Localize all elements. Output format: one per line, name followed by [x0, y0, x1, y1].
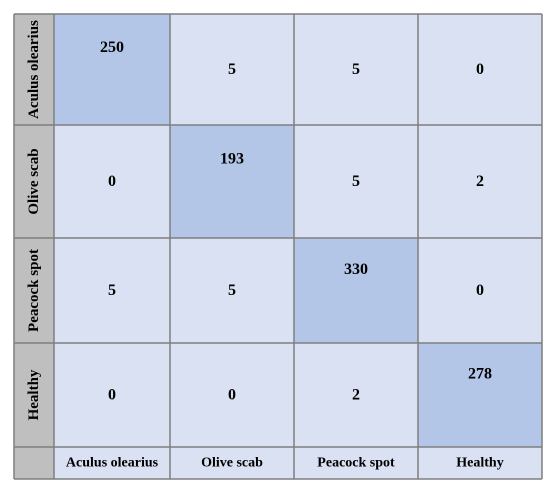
matrix-cell [54, 125, 170, 238]
matrix-cell [294, 238, 418, 343]
row-label-cell [14, 125, 54, 238]
cell-value: 278 [468, 366, 492, 383]
matrix-cell [294, 343, 418, 447]
column-label: Olive scab [201, 456, 263, 471]
column-label-cell [170, 447, 294, 479]
matrix-cell [294, 125, 418, 238]
matrix-cell [418, 238, 542, 343]
cell-value: 5 [228, 282, 236, 299]
cell-value: 5 [228, 61, 236, 78]
cell-value: 330 [344, 261, 368, 278]
column-label: Aculus olearius [66, 456, 159, 471]
column-label: Peacock spot [317, 456, 395, 471]
cell-value: 193 [220, 150, 244, 167]
matrix-cell [170, 14, 294, 125]
row-label: Peacock spot [26, 249, 42, 332]
cell-value: 2 [476, 173, 484, 190]
column-label-cell [54, 447, 170, 479]
column-label-cell [294, 447, 418, 479]
cell-value: 5 [108, 282, 116, 299]
matrix-cell [170, 343, 294, 447]
row-label-cell [14, 14, 54, 125]
row-label-cell [14, 238, 54, 343]
matrix-cell [54, 238, 170, 343]
column-label: Healthy [456, 456, 503, 471]
cell-value: 250 [100, 39, 124, 56]
cell-value: 0 [228, 387, 236, 404]
cell-value: 0 [476, 61, 484, 78]
cell-value: 5 [352, 61, 360, 78]
matrix-cell [418, 14, 542, 125]
column-label-cell [418, 447, 542, 479]
row-label-cell [14, 343, 54, 447]
row-label: Olive scab [26, 148, 42, 214]
matrix-cell [170, 125, 294, 238]
matrix-cell [54, 343, 170, 447]
matrix-cell [418, 125, 542, 238]
cell-value: 0 [108, 387, 116, 404]
cell-value: 0 [108, 173, 116, 190]
row-label: Healthy [26, 369, 42, 420]
cell-value: 2 [352, 387, 360, 404]
matrix-cell [418, 343, 542, 447]
corner-cell [14, 447, 54, 479]
row-label: Aculus olearius [26, 20, 42, 119]
matrix-cell [294, 14, 418, 125]
cell-value: 5 [352, 173, 360, 190]
cell-value: 0 [476, 282, 484, 299]
matrix-cell [170, 238, 294, 343]
matrix-cell [54, 14, 170, 125]
